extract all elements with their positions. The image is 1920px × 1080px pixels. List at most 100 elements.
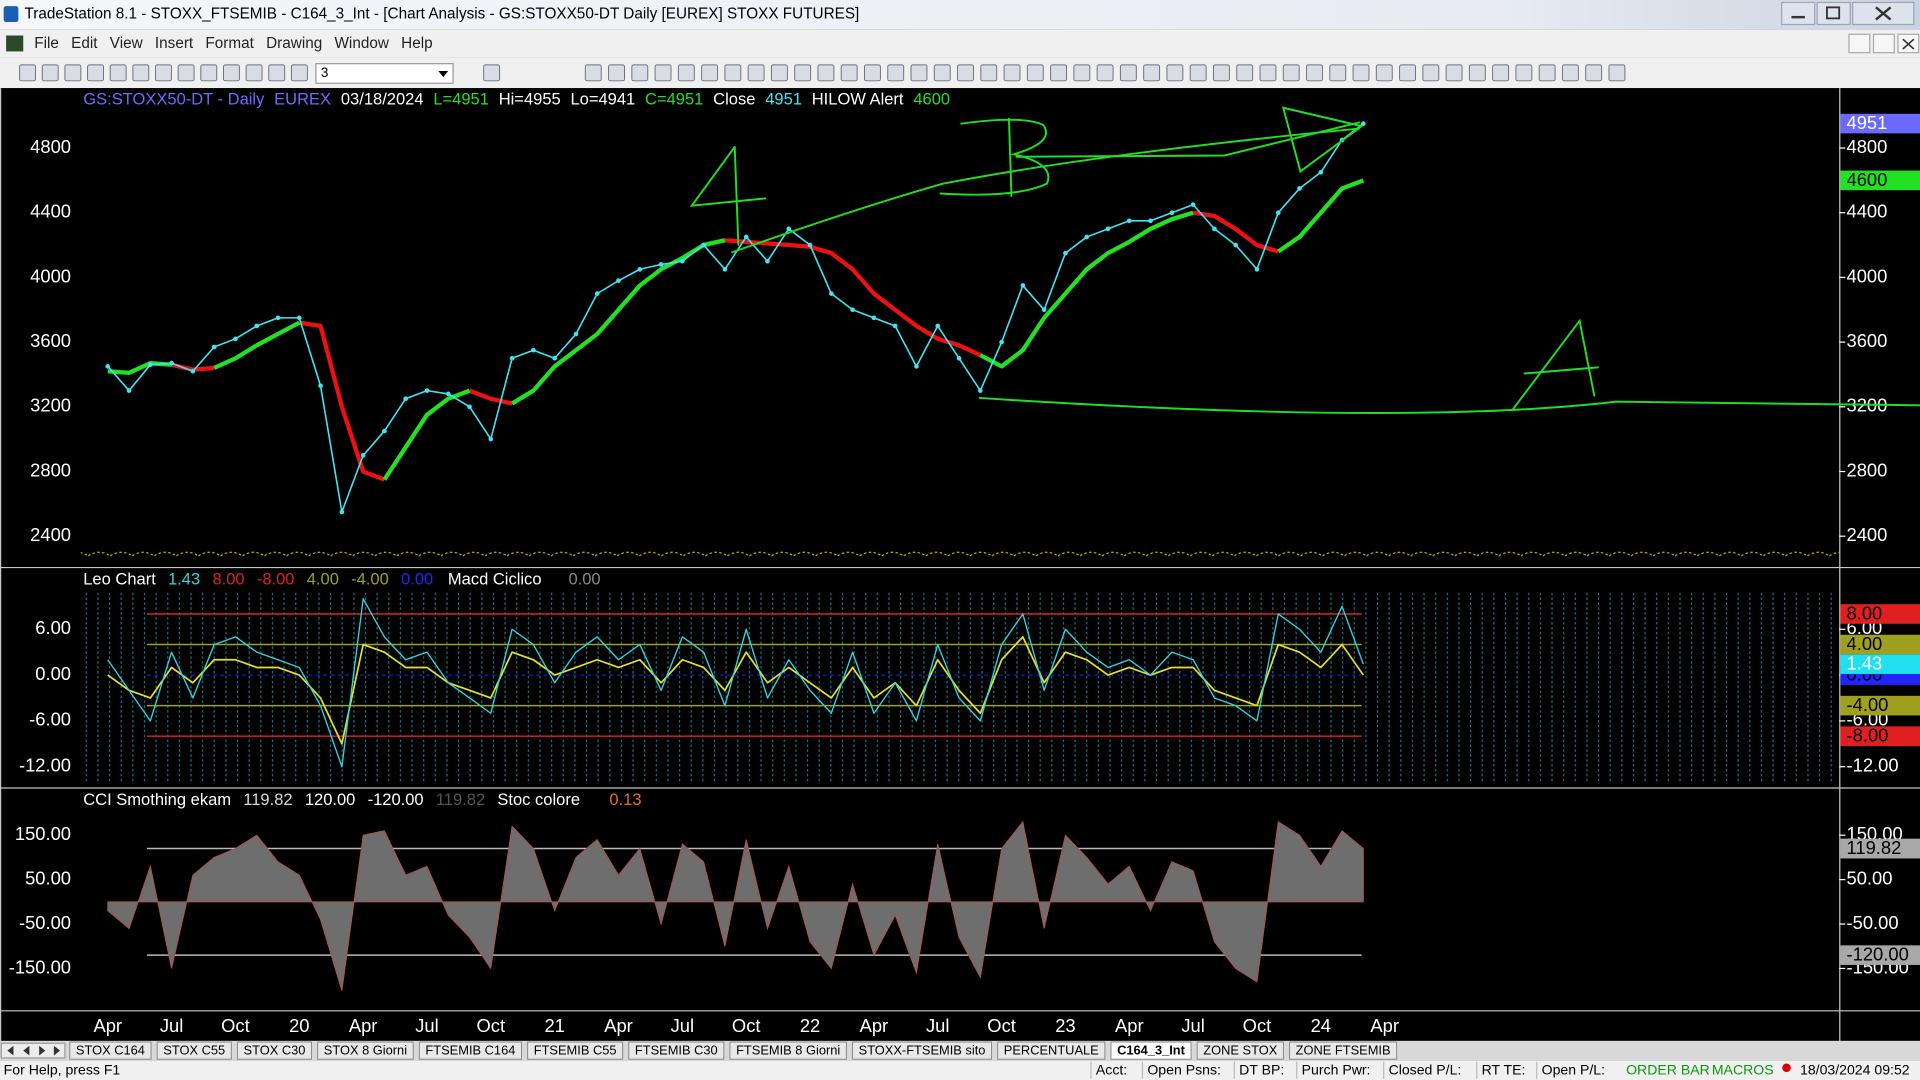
toolbar-button[interactable] bbox=[1003, 64, 1021, 82]
toolbar-button[interactable] bbox=[1143, 64, 1161, 82]
y2-tick-label: 2400 bbox=[1847, 524, 1888, 545]
toolbar-button[interactable] bbox=[1096, 64, 1114, 82]
toolbar-button[interactable] bbox=[1492, 64, 1510, 82]
interval-combo[interactable] bbox=[315, 63, 454, 84]
toolbar-button[interactable] bbox=[1585, 64, 1603, 82]
close-point bbox=[1126, 218, 1132, 224]
toolbar-button[interactable] bbox=[1608, 64, 1626, 82]
tab[interactable] bbox=[1196, 1041, 1284, 1060]
toolbar-button[interactable] bbox=[1212, 64, 1230, 82]
toolbar-button[interactable] bbox=[724, 64, 742, 82]
status-indicator[interactable]: ORDER BAR bbox=[1626, 1062, 1710, 1078]
toolbar-button[interactable] bbox=[87, 64, 104, 82]
toolbar-button[interactable] bbox=[631, 64, 649, 82]
series-name: HILOW Alert bbox=[812, 90, 904, 109]
tab[interactable] bbox=[418, 1041, 522, 1060]
menu-item[interactable]: Edit bbox=[71, 35, 98, 52]
toolbar-button[interactable] bbox=[132, 64, 150, 82]
toolbar-button[interactable] bbox=[1468, 64, 1486, 82]
toolbar-button[interactable] bbox=[654, 64, 672, 82]
toolbar-button[interactable] bbox=[770, 64, 788, 82]
toolbar-button[interactable] bbox=[109, 64, 127, 82]
toolbar-button[interactable] bbox=[268, 64, 286, 82]
toolbar-button[interactable] bbox=[1166, 64, 1184, 82]
toolbar-button[interactable] bbox=[1259, 64, 1277, 82]
toolbar-button[interactable] bbox=[1329, 64, 1347, 82]
toolbar-button[interactable] bbox=[1375, 64, 1393, 82]
toolbar-button[interactable] bbox=[747, 64, 765, 82]
toolbar-button[interactable] bbox=[1026, 64, 1044, 82]
toolbar-button[interactable] bbox=[701, 64, 719, 82]
close-point bbox=[956, 355, 962, 361]
mdi-minimize[interactable] bbox=[1848, 33, 1871, 54]
toolbar-button[interactable] bbox=[584, 64, 602, 82]
tab[interactable] bbox=[1289, 1041, 1398, 1060]
toolbar-button[interactable] bbox=[1445, 64, 1463, 82]
toolbar-button[interactable] bbox=[980, 64, 998, 82]
toolbar-button[interactable] bbox=[1189, 64, 1207, 82]
toolbar-button[interactable] bbox=[1236, 64, 1254, 82]
tab[interactable] bbox=[69, 1041, 152, 1060]
toolbar-button[interactable] bbox=[155, 64, 172, 82]
tab[interactable] bbox=[527, 1041, 624, 1060]
menu-item[interactable]: Drawing bbox=[266, 35, 322, 52]
close-point bbox=[339, 509, 345, 515]
toolbar-button[interactable] bbox=[41, 64, 59, 82]
status-indicator[interactable]: MACROS bbox=[1712, 1062, 1774, 1078]
toolbar-button[interactable] bbox=[1399, 64, 1416, 82]
toolbar-button[interactable] bbox=[19, 64, 36, 82]
toolbar-button[interactable] bbox=[483, 64, 501, 82]
close-point bbox=[1233, 242, 1239, 248]
toolbar-button[interactable] bbox=[177, 64, 195, 82]
toolbar-button[interactable] bbox=[957, 64, 974, 82]
tab[interactable] bbox=[156, 1041, 232, 1060]
tab[interactable] bbox=[852, 1041, 993, 1060]
menu-item[interactable]: Window bbox=[334, 35, 389, 52]
toolbar-button[interactable] bbox=[608, 64, 625, 82]
toolbar-button[interactable] bbox=[200, 64, 218, 82]
series-last: 119.82 bbox=[436, 790, 485, 809]
toolbar-button[interactable] bbox=[1050, 64, 1068, 82]
toolbar-button[interactable] bbox=[1306, 64, 1323, 82]
toolbar-button[interactable] bbox=[840, 64, 858, 82]
tab[interactable] bbox=[628, 1041, 725, 1060]
toolbar-button[interactable] bbox=[1073, 64, 1091, 82]
close-point bbox=[765, 258, 770, 264]
menu-item[interactable]: Format bbox=[205, 35, 254, 52]
close-point bbox=[190, 368, 196, 374]
menu-item[interactable]: Insert bbox=[155, 35, 194, 52]
toolbar-button[interactable] bbox=[910, 64, 928, 82]
toolbar-button[interactable] bbox=[887, 64, 905, 82]
tab[interactable] bbox=[236, 1041, 313, 1060]
toolbar-button[interactable] bbox=[933, 64, 951, 82]
toolbar-button[interactable] bbox=[64, 64, 82, 82]
tab[interactable] bbox=[1110, 1041, 1192, 1060]
toolbar-button[interactable] bbox=[1119, 64, 1137, 82]
y-tick-label: 6.00 bbox=[35, 617, 71, 638]
toolbar-button[interactable] bbox=[677, 64, 695, 82]
toolbar-icons bbox=[19, 64, 1626, 82]
toolbar-button[interactable] bbox=[222, 64, 240, 82]
tab[interactable] bbox=[997, 1041, 1106, 1060]
tab-nav-buttons[interactable] bbox=[0, 1042, 66, 1059]
tab[interactable] bbox=[317, 1041, 414, 1060]
toolbar-button[interactable] bbox=[1282, 64, 1300, 82]
menu-item[interactable]: Help bbox=[401, 35, 432, 52]
status-field: Closed P/L: bbox=[1389, 1062, 1462, 1078]
minimize-button[interactable] bbox=[1781, 1, 1816, 26]
menu-item[interactable]: File bbox=[34, 35, 59, 52]
toolbar-button[interactable] bbox=[245, 64, 263, 82]
toolbar-button[interactable] bbox=[290, 64, 308, 82]
toolbar-button[interactable] bbox=[1538, 64, 1556, 82]
mdi-restore[interactable] bbox=[1872, 33, 1895, 54]
toolbar-button[interactable] bbox=[1515, 64, 1533, 82]
tab[interactable] bbox=[729, 1041, 847, 1060]
toolbar-button[interactable] bbox=[794, 64, 812, 82]
toolbar-button[interactable] bbox=[1561, 64, 1579, 82]
toolbar-button[interactable] bbox=[864, 64, 881, 82]
menu-item[interactable]: View bbox=[110, 35, 144, 52]
toolbar-button[interactable] bbox=[1352, 64, 1370, 82]
toolbar-button[interactable] bbox=[817, 64, 835, 82]
toolbar-button[interactable] bbox=[1422, 64, 1440, 82]
restore-button[interactable] bbox=[1816, 1, 1851, 26]
